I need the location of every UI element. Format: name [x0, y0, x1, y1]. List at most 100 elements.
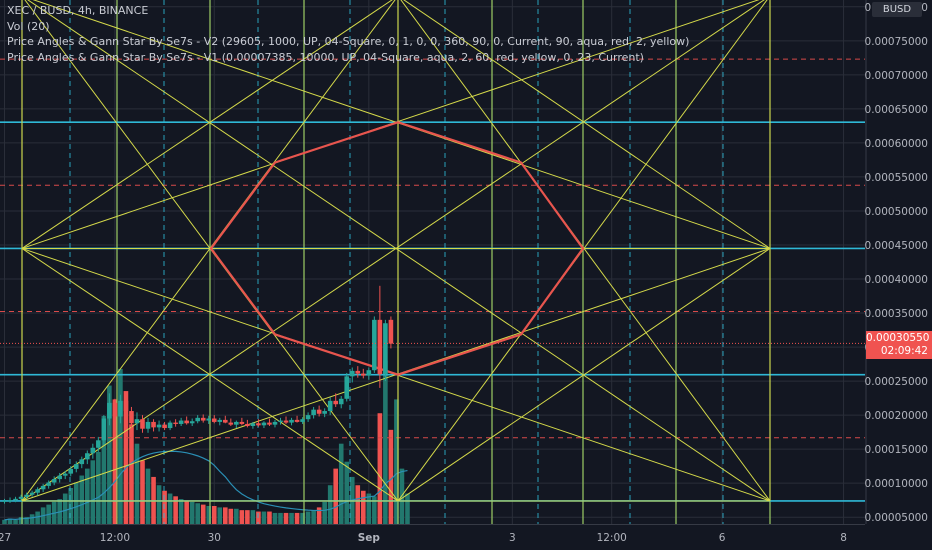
candle-body	[206, 418, 212, 421]
candle-body	[162, 424, 167, 429]
candle-body	[289, 419, 294, 423]
volume-bar	[261, 511, 267, 524]
time-tick-label: 12:00	[100, 532, 130, 544]
legend-symbol[interactable]: XEC / BUSD, 4h, BINANCE	[7, 4, 149, 17]
volume-bar	[18, 517, 24, 524]
price-tick-label: 0.00020000	[865, 410, 928, 422]
volume-bar	[90, 460, 96, 524]
candle-body	[112, 402, 118, 417]
volume-bar	[217, 507, 223, 524]
candle-body	[29, 492, 35, 495]
candle-body	[278, 420, 283, 422]
candle-body	[239, 421, 245, 424]
candle-body	[96, 440, 101, 448]
candle-body	[107, 402, 112, 419]
candle-body	[2, 500, 7, 502]
candle-body	[377, 319, 383, 375]
candle-body	[40, 485, 46, 490]
candle-body	[13, 498, 18, 501]
time-tick-label: 6	[719, 532, 726, 544]
legend-indicator-v1[interactable]: Price Angles & Gann Star By Se7s - V1 (0…	[7, 50, 644, 64]
candle-body	[184, 420, 189, 424]
price-axis[interactable]: 0.000800000.000750000.000700000.00065000…	[865, 0, 932, 550]
candle-body	[333, 400, 338, 405]
volume-bar	[206, 506, 212, 524]
volume-bar	[283, 512, 289, 524]
volume-bar	[272, 512, 278, 524]
gann-angle-line	[397, 248, 771, 502]
candle-body	[234, 421, 239, 425]
volume-bar	[2, 519, 7, 524]
volume-bar	[311, 510, 316, 524]
volume-bar	[223, 507, 228, 524]
candle-body	[305, 415, 311, 420]
volume-bar	[118, 368, 123, 524]
candle-body	[18, 496, 24, 499]
candle-body	[256, 423, 261, 426]
price-axis-background	[866, 0, 932, 550]
current-price-tag: 0.00030550 02:09:42	[866, 331, 932, 359]
volume-bar	[300, 512, 305, 524]
volume-bar	[239, 510, 245, 524]
gann-angle-line	[21, 0, 393, 249]
gann-angle-line	[403, 0, 771, 249]
grid	[0, 0, 865, 524]
price-tick-label: 0.00070000	[865, 70, 928, 82]
candle-body	[178, 420, 184, 424]
candle-body	[316, 409, 322, 414]
volume-bar	[294, 512, 300, 524]
candle-body	[267, 422, 272, 425]
legend-indicator-v2[interactable]: Price Angles & Gann Star By Se7s - V2 (2…	[7, 35, 690, 48]
gann-angle-line	[21, 248, 399, 502]
gann-star	[209, 121, 585, 376]
volume-bar	[344, 461, 350, 524]
volume-bar	[394, 399, 399, 524]
price-tick-label: 0.00055000	[865, 172, 928, 184]
volume-bar	[112, 399, 118, 524]
volume-bar	[200, 504, 206, 524]
candle-body	[90, 447, 96, 454]
candle-body	[294, 419, 300, 422]
volume-bar	[405, 493, 410, 524]
volume-bar	[267, 511, 272, 524]
candle-body	[372, 319, 377, 371]
candle-body	[73, 464, 79, 469]
candle-body	[355, 370, 361, 374]
volume-bar	[129, 424, 134, 524]
candle-body	[51, 479, 57, 483]
volume-bar	[24, 517, 29, 524]
volume-bar	[245, 510, 250, 524]
bar-countdown: 02:09:42	[880, 345, 928, 357]
candle-body	[223, 419, 228, 423]
candle-body	[189, 421, 195, 424]
candle-body	[327, 400, 333, 412]
volume-bar	[178, 499, 184, 524]
candles	[2, 285, 394, 504]
time-tick-label: Sep	[358, 532, 381, 544]
volume-bar	[322, 501, 327, 524]
volume-bar	[29, 514, 35, 524]
quote-currency-badge: BUSD	[872, 2, 922, 17]
price-tick-label: 0.00010000	[865, 478, 928, 490]
volume-bars	[2, 360, 410, 524]
time-tick-label: 8	[840, 532, 847, 544]
candle-body	[361, 373, 366, 376]
volume-bar	[250, 510, 256, 524]
candle-body	[245, 423, 250, 427]
volume-bar	[278, 512, 283, 524]
volume-ma-path	[4, 450, 408, 521]
volume-bar	[79, 475, 85, 524]
volume-bar	[62, 493, 68, 524]
candle-body	[156, 424, 162, 428]
volume-bar	[316, 507, 322, 524]
volume-bar	[140, 460, 145, 524]
volume-bar	[35, 511, 40, 524]
candle-body	[167, 422, 173, 429]
price-tick-label: 0.00045000	[865, 240, 928, 252]
candle-body	[261, 422, 267, 426]
legend-volume[interactable]: Vol (20)	[7, 19, 50, 33]
volume-bar	[383, 360, 388, 524]
price-tick-label: 0.00035000	[865, 308, 928, 320]
